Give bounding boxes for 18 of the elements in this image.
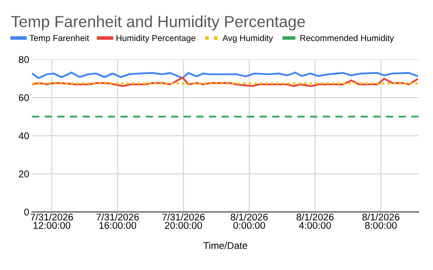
y-tick-label: 40 xyxy=(18,132,29,140)
y-tick-label: 20 xyxy=(18,170,29,178)
legend-label: Recommended Humidity xyxy=(300,34,394,43)
x-tick-label: 7/31/2026 20:00:00 xyxy=(162,213,205,229)
legend-label: Temp Farenheit xyxy=(29,34,90,43)
legend-label: Avg Humidity xyxy=(222,34,273,43)
x-axis-title: Time/Date xyxy=(203,242,248,250)
x-tick-label: 8/1/2026 0:00:00 xyxy=(230,213,268,229)
y-tick-label: 60 xyxy=(18,94,29,102)
x-tick-label: 7/31/2026 16:00:00 xyxy=(96,213,139,229)
line-series xyxy=(32,76,418,87)
legend-label: Humidity Percentage xyxy=(116,34,196,43)
x-tick-label: 8/1/2026 8:00:00 xyxy=(362,213,400,229)
x-tick-label: 8/1/2026 4:00:00 xyxy=(296,213,334,229)
y-tick-label: 80 xyxy=(18,56,29,64)
y-tick-label: 0 xyxy=(24,208,29,216)
chart-title: Temp Farenheit and Humidity Percentage xyxy=(11,16,305,30)
x-tick-label: 7/31/2026 12:00:00 xyxy=(30,213,73,229)
